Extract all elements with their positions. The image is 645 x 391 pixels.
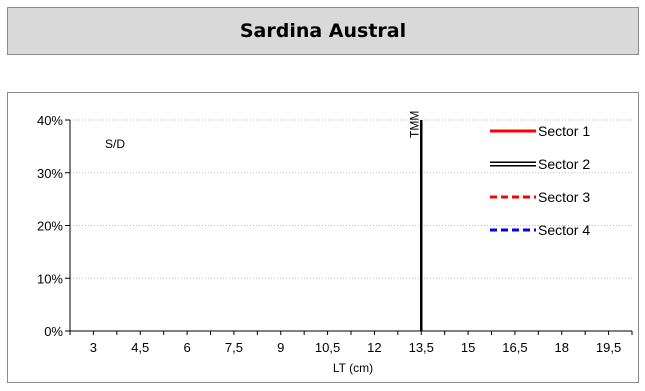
- y-tick-label: 40%: [37, 113, 63, 128]
- no-data-annotation: S/D: [105, 137, 125, 151]
- x-tick-label: 4,5: [131, 340, 149, 355]
- x-tick-label: 12: [367, 340, 381, 355]
- x-tick-label: 19,5: [596, 340, 621, 355]
- x-tick-label: 18: [555, 340, 569, 355]
- x-tick-label: 7,5: [225, 340, 243, 355]
- x-tick-label: 15: [461, 340, 475, 355]
- y-tick-label: 10%: [37, 271, 63, 286]
- x-tick-label: 10,5: [315, 340, 340, 355]
- x-tick-label: 13,5: [409, 340, 434, 355]
- y-tick-label: 30%: [37, 166, 63, 181]
- chart-title: Sardina Austral: [239, 20, 407, 42]
- legend-label: Sector 3: [538, 189, 590, 205]
- y-tick-label: 20%: [37, 219, 63, 234]
- x-axis-title: LT (cm): [333, 361, 373, 375]
- chart-frame: [7, 92, 639, 383]
- legend-label: Sector 1: [538, 123, 590, 139]
- chart-title-box: Sardina Austral: [7, 7, 639, 55]
- legend-label: Sector 4: [538, 222, 590, 238]
- x-tick-label: 9: [277, 340, 284, 355]
- x-tick-label: 3: [90, 340, 97, 355]
- x-tick-label: 16,5: [502, 340, 527, 355]
- y-tick-label: 0%: [44, 324, 63, 339]
- tmm-label: TMM: [407, 111, 421, 138]
- x-tick-label: 6: [183, 340, 190, 355]
- legend-label: Sector 2: [538, 156, 590, 172]
